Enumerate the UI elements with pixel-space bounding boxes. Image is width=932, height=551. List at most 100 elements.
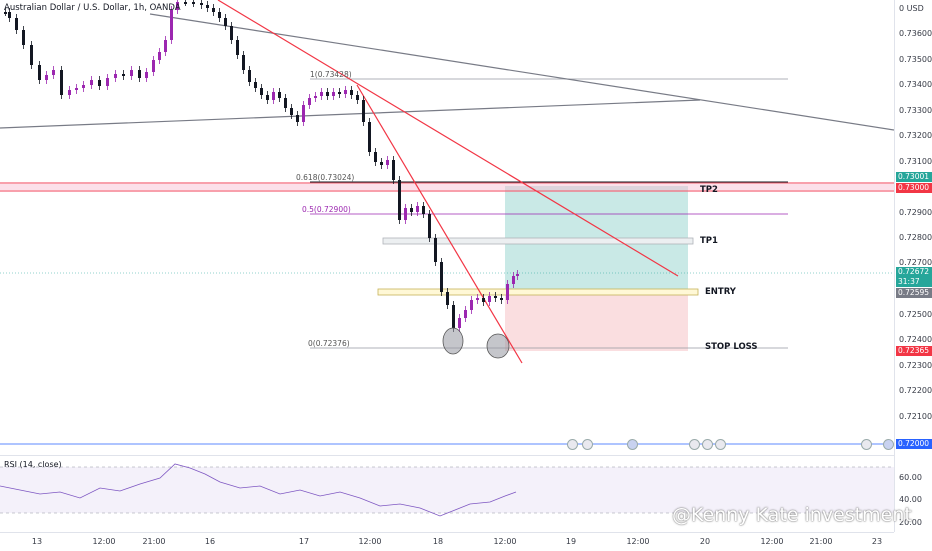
price-tick: 0.72800 <box>899 233 932 242</box>
candle-body <box>434 238 437 262</box>
candle-body <box>254 82 257 88</box>
candle-body <box>75 88 78 90</box>
bar-countdown-tag: 31:37 <box>896 277 932 287</box>
stop-loss-zone[interactable] <box>505 292 688 351</box>
candle-body <box>446 292 449 305</box>
resistance-price-tag: 0.73000 <box>896 183 932 193</box>
price-tick: 0.73600 <box>899 29 932 38</box>
rsi-chart-svg <box>0 463 894 517</box>
candle-body <box>152 60 155 72</box>
price-axis[interactable]: 0 USD 0.73600 0.73500 0.73400 0.73300 0.… <box>894 0 932 532</box>
symbol-title[interactable]: Australian Dollar / U.S. Dollar, 1h, OAN… <box>4 3 181 13</box>
candle-body <box>416 206 419 212</box>
fib-label-1: 1(0.73428) <box>310 70 352 79</box>
candlestick-series <box>4 0 519 332</box>
candle-body <box>68 90 71 95</box>
support-trendline[interactable] <box>0 99 701 129</box>
time-tick: 12:00 <box>760 537 784 546</box>
candle-body <box>106 78 109 86</box>
candle-body <box>512 276 515 284</box>
entry-box[interactable] <box>377 288 699 296</box>
price-tick: 0.72400 <box>899 335 932 344</box>
price-chart-svg[interactable] <box>0 0 894 455</box>
tp1-label: TP1 <box>700 236 718 246</box>
candle-body <box>4 12 7 14</box>
candle-body <box>308 98 311 105</box>
candle-body <box>192 2 195 4</box>
candle-body <box>278 92 281 98</box>
price-tick: 0.72100 <box>899 412 932 421</box>
us-flag-event-icon[interactable] <box>567 439 578 450</box>
red-trendline-long[interactable] <box>217 0 679 277</box>
candle-body <box>296 115 299 122</box>
price-tick: 0.72900 <box>899 208 932 217</box>
candle-body <box>368 122 371 152</box>
stop-loss-price-tag: 0.72365 <box>896 346 932 356</box>
double-bottom-marker-1[interactable] <box>442 327 464 355</box>
long-trendline[interactable] <box>149 13 894 131</box>
candle-body <box>332 92 335 96</box>
last-price-tag: 0.72672 <box>896 267 932 277</box>
rsi-tick: 20.00 <box>899 518 922 527</box>
time-axis[interactable]: 13 12:00 21:00 16 17 12:00 18 12:00 19 1… <box>0 532 894 551</box>
candle-body <box>356 95 359 100</box>
candle-body <box>380 162 383 165</box>
candle-body <box>212 8 215 12</box>
candle-body <box>326 92 329 96</box>
time-tick: 21:00 <box>142 537 166 546</box>
candle-body <box>82 85 85 88</box>
rsi-tick: 40.00 <box>899 495 922 504</box>
candle-body <box>452 305 455 328</box>
double-bottom-marker-2[interactable] <box>486 333 510 359</box>
candle-body <box>266 95 269 100</box>
candle-body <box>302 105 305 122</box>
tp1-box[interactable] <box>382 237 694 245</box>
candle-body <box>392 160 395 180</box>
candle-body <box>482 298 485 302</box>
us-flag-event-icon[interactable] <box>702 439 713 450</box>
us-flag-event-icon[interactable] <box>715 439 726 450</box>
fib-label-0: 0(0.72376) <box>308 339 350 348</box>
time-tick: 20 <box>699 537 711 546</box>
candle-body <box>114 74 117 78</box>
us-flag-event-icon[interactable] <box>689 439 700 450</box>
time-tick: 13 <box>31 537 43 546</box>
au-flag-event-icon[interactable] <box>627 439 638 450</box>
candle-body <box>338 92 341 94</box>
candle-body <box>422 206 425 214</box>
candle-body <box>516 274 519 276</box>
candle-body <box>290 108 293 115</box>
resistance-band[interactable] <box>0 182 894 192</box>
price-tick: 0.73500 <box>899 55 932 64</box>
candle-body <box>464 310 467 318</box>
red-trendline-steep[interactable] <box>356 84 523 364</box>
au-flag-event-icon[interactable] <box>883 439 894 450</box>
author-watermark: @Kenny Kate investment <box>672 504 912 526</box>
candle-body <box>506 284 509 300</box>
time-tick: 12:00 <box>493 537 517 546</box>
entry-label: ENTRY <box>705 287 736 297</box>
candle-body <box>494 296 497 298</box>
us-flag-event-icon[interactable] <box>582 439 593 450</box>
candle-body <box>344 90 347 94</box>
candle-body <box>200 3 203 5</box>
time-tick: 23 <box>871 537 883 546</box>
rsi-title[interactable]: RSI (14, close) <box>4 460 62 469</box>
price-tick: 0.72700 <box>899 258 932 267</box>
candle-body <box>272 92 275 100</box>
currency-label: 0 USD <box>899 4 924 13</box>
candle-body <box>30 45 33 65</box>
rsi-pane[interactable]: RSI (14, close) <box>0 455 894 533</box>
candle-body <box>145 72 148 78</box>
candle-body <box>8 12 11 18</box>
candle-body <box>98 80 101 86</box>
us-flag-event-icon[interactable] <box>861 439 872 450</box>
price-pane[interactable]: Australian Dollar / U.S. Dollar, 1h, OAN… <box>0 0 894 455</box>
candle-body <box>176 2 179 10</box>
candle-body <box>38 65 41 80</box>
rsi-tick: 60.00 <box>899 473 922 482</box>
price-tick: 0.73400 <box>899 80 932 89</box>
candle-body <box>362 100 365 122</box>
candle-body <box>138 70 141 78</box>
